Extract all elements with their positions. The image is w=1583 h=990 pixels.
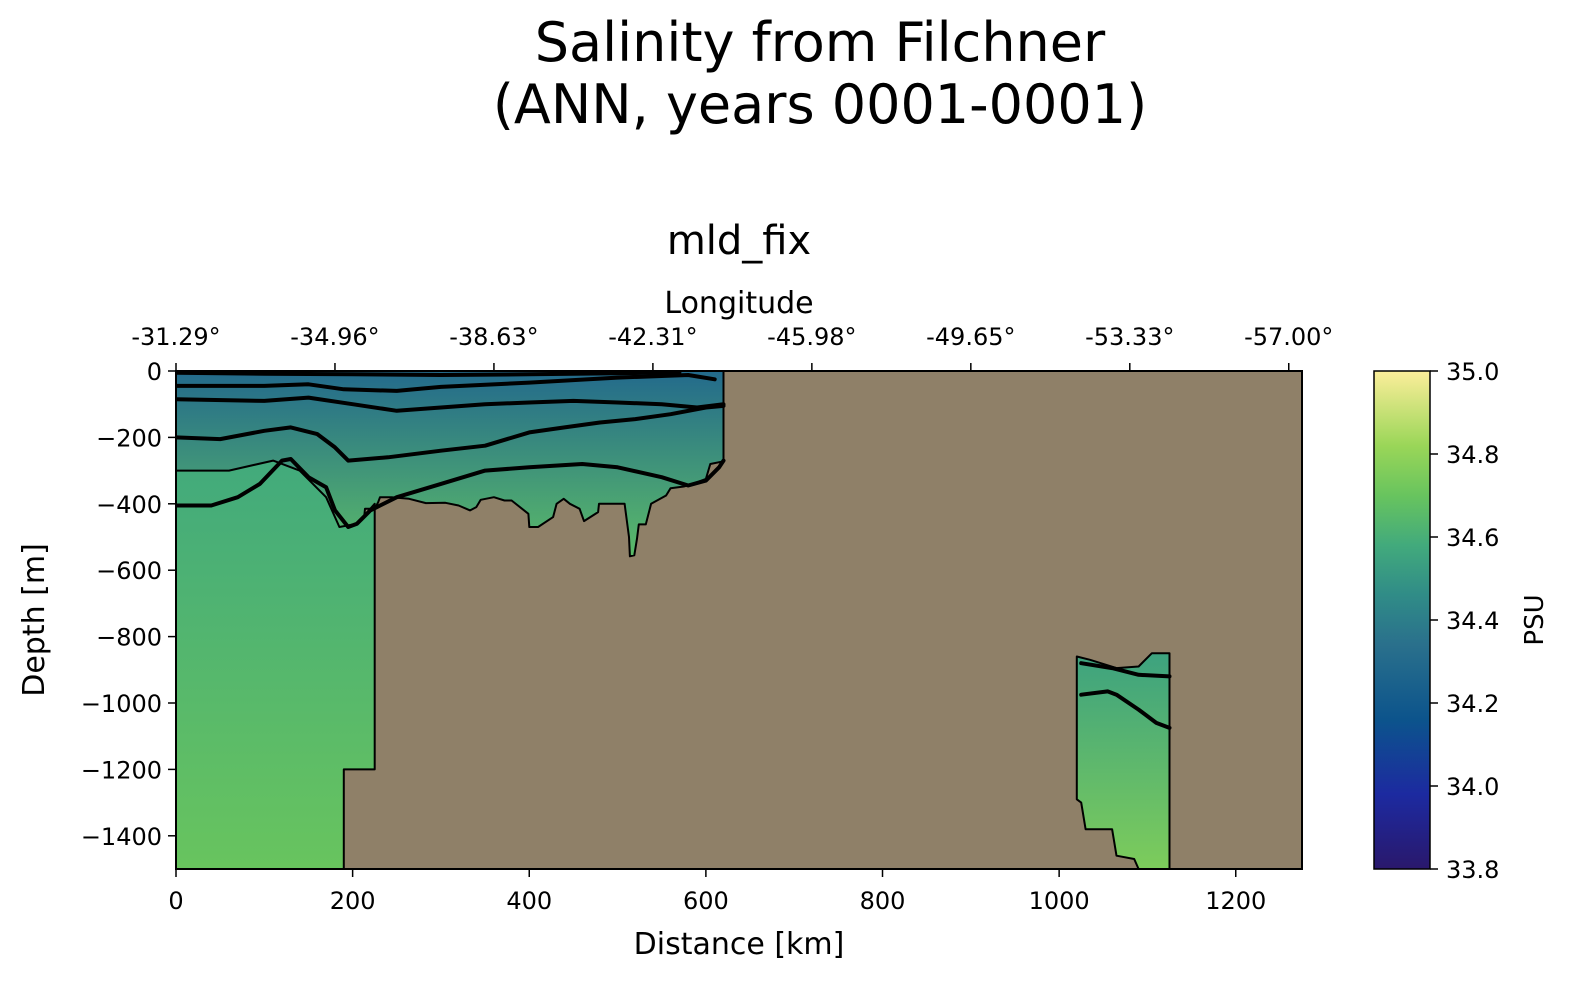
top-axis-ticks: -31.29° -34.96° -38.63° -42.31° -45.98° -49.6… <box>131 323 1333 371</box>
colorbar-tick-label: 34.6 <box>1446 524 1499 552</box>
trough-region <box>1075 652 1171 869</box>
isohaline-3 <box>176 395 726 413</box>
y-tick-label: −1200 <box>81 756 162 784</box>
colorbar-tick-label: 35.0 <box>1446 358 1499 386</box>
top-axis-label: Longitude <box>664 286 813 321</box>
isohaline-4 <box>176 403 726 463</box>
colorbar <box>1373 370 1431 870</box>
top-tick-label: -57.00° <box>1244 323 1333 351</box>
colorbar-label: PSU <box>1520 594 1550 645</box>
y-axis-label: Depth [m] <box>17 543 52 697</box>
top-tick-label: -49.65° <box>926 323 1015 351</box>
contour-lines <box>176 371 1172 730</box>
y-tick-label: −1000 <box>81 690 162 718</box>
colorbar-ticks: 35.0 34.8 34.6 34.4 34.2 34.0 33.8 <box>1430 358 1499 884</box>
y-tick-label: −200 <box>96 424 162 452</box>
top-tick-label: -53.33° <box>1085 323 1174 351</box>
top-tick-label: -42.31° <box>608 323 697 351</box>
y-tick-label: −800 <box>96 624 162 652</box>
x-tick-label: 1000 <box>1029 887 1090 915</box>
colorbar-tick-label: 34.8 <box>1446 441 1499 469</box>
figure-title-line1: Salinity from Filchner <box>534 11 1106 74</box>
colorbar-tick-label: 34.2 <box>1446 690 1499 718</box>
plot-frame <box>175 370 1303 870</box>
x-tick-label: 0 <box>168 887 183 915</box>
top-tick-label: -45.98° <box>767 323 856 351</box>
subplot-title: mld_fix <box>667 218 811 264</box>
colorbar-tick-label: 33.8 <box>1446 856 1499 884</box>
x-axis-ticks: 0 200 400 600 800 1000 1200 <box>168 869 1266 915</box>
colorbar-tick-label: 34.0 <box>1446 773 1499 801</box>
y-tick-label: 0 <box>147 358 162 386</box>
top-tick-label: -38.63° <box>449 323 538 351</box>
x-tick-label: 200 <box>330 887 376 915</box>
y-tick-label: −1400 <box>81 823 162 851</box>
y-tick-label: −400 <box>96 491 162 519</box>
x-tick-label: 600 <box>683 887 729 915</box>
isohaline-1 <box>176 371 682 377</box>
isohaline-7 <box>1079 689 1172 730</box>
y-tick-label: −600 <box>96 557 162 585</box>
x-tick-label: 1200 <box>1205 887 1266 915</box>
colorbar-tick-label: 34.4 <box>1446 607 1499 635</box>
x-tick-label: 800 <box>860 887 906 915</box>
isohaline-5 <box>176 457 726 529</box>
figure-title-line2: (ANN, years 0001-0001) <box>492 73 1148 136</box>
top-tick-label: -31.29° <box>131 323 220 351</box>
top-tick-label: -34.96° <box>290 323 379 351</box>
isohaline-2 <box>176 373 717 393</box>
x-tick-label: 400 <box>506 887 552 915</box>
isohaline-6 <box>1079 661 1172 679</box>
y-axis-ticks: 0 −200 −400 −600 −800 −1000 −1200 −1400 <box>81 358 176 851</box>
x-axis-label: Distance [km] <box>634 927 845 962</box>
